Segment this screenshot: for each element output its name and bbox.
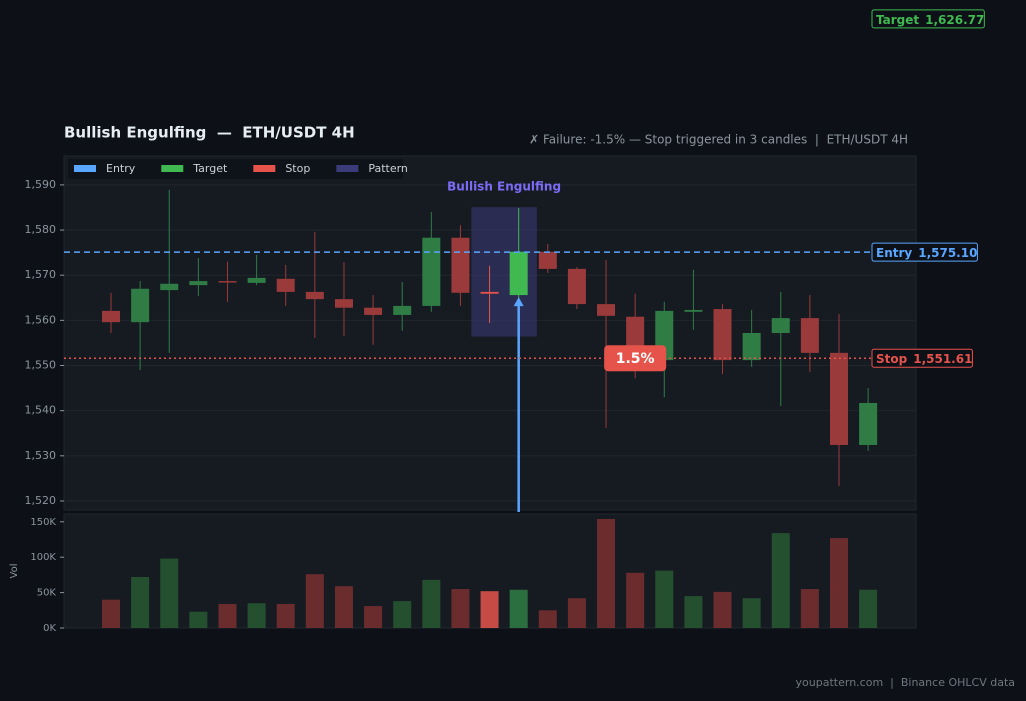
volume-bar xyxy=(422,579,441,628)
volume-bar xyxy=(305,574,324,628)
candle-body xyxy=(830,352,848,445)
level-tag: Entry 1,575.10 xyxy=(871,242,978,262)
level-tag-box xyxy=(871,242,978,262)
chart-title: Bullish Engulfing — ETH/USDT 4H xyxy=(64,124,355,142)
level-name: Entry xyxy=(876,246,912,260)
candle-body xyxy=(742,333,761,361)
volume-bar xyxy=(626,572,645,628)
volume-bar xyxy=(218,603,237,628)
volume-y-tick-label: 150K xyxy=(30,517,56,528)
y-tick-label: 1,580 xyxy=(25,223,57,236)
candle-body xyxy=(189,281,208,286)
legend-label: Entry xyxy=(106,162,136,175)
volume-bar xyxy=(771,533,790,628)
y-tick-label: 1,550 xyxy=(25,359,57,372)
volume-y-tick-label: 0K xyxy=(43,623,56,634)
candle-body xyxy=(480,291,499,294)
level-tag: Target 1,626.77 xyxy=(871,9,985,29)
candle-body xyxy=(713,309,732,361)
candle-body xyxy=(305,291,324,300)
level-value: 1,626.77 xyxy=(925,12,984,26)
legend-swatch xyxy=(253,165,276,172)
volume-bar xyxy=(742,598,761,628)
badge-box xyxy=(604,345,667,372)
candle-body xyxy=(334,299,353,308)
pattern-label: Bullish Engulfing xyxy=(447,179,561,193)
candle-body xyxy=(364,307,383,315)
level-tag-text: Entry 1,575.10 xyxy=(876,246,977,260)
candle-body xyxy=(509,251,528,296)
level-name: Stop xyxy=(876,352,908,366)
candle-body xyxy=(131,288,150,323)
candle-body xyxy=(684,309,703,312)
volume-bar xyxy=(859,589,878,628)
plot-area xyxy=(102,189,878,487)
volume-bar xyxy=(364,606,383,628)
volume-bar xyxy=(102,599,120,628)
volume-y-tick-label: 50K xyxy=(37,588,57,599)
volume-bar xyxy=(567,598,586,628)
candle-body xyxy=(160,283,179,291)
y-tick-label: 1,570 xyxy=(25,268,57,281)
y-tick-label: 1,540 xyxy=(25,404,57,417)
legend-swatch xyxy=(74,165,96,172)
badge: 1.5% xyxy=(616,351,655,367)
y-tick-label: 1,590 xyxy=(25,178,57,191)
volume-y-tick-label: 100K xyxy=(30,552,56,563)
y-tick-label: 1,560 xyxy=(25,313,57,326)
volume-bar xyxy=(276,603,295,628)
candle-body xyxy=(102,310,120,323)
level-value: 1,551.61 xyxy=(913,352,972,366)
legend-label: Target xyxy=(192,162,228,175)
candle-body xyxy=(626,316,645,351)
volume-bar xyxy=(830,538,848,628)
volume-bar xyxy=(597,518,616,628)
volume-bar xyxy=(189,611,208,628)
volume-bar xyxy=(684,596,703,628)
volume-bar xyxy=(538,610,557,628)
legend-label: Stop xyxy=(285,162,310,175)
volume-bar xyxy=(451,589,470,628)
volume-bar xyxy=(480,591,499,628)
candle-body xyxy=(800,318,819,353)
candle-body xyxy=(422,237,441,306)
candle-body xyxy=(859,402,878,445)
volume-bar xyxy=(131,577,150,628)
level-tag-box xyxy=(871,348,973,368)
volume-bar xyxy=(334,586,353,628)
legend-box xyxy=(68,159,403,179)
volume-axis-label: Vol xyxy=(9,564,20,579)
y-tick-label: 1,520 xyxy=(25,494,57,507)
level-tag-text: Target 1,626.77 xyxy=(876,12,984,26)
candle-body xyxy=(393,305,412,315)
footer: youpattern.com | Binance OHLCV data xyxy=(796,676,1015,689)
candle-body xyxy=(771,318,790,333)
volume-bar xyxy=(800,589,819,628)
level-value: 1,575.10 xyxy=(918,246,977,260)
level-tag-text: Stop 1,551.61 xyxy=(876,352,972,366)
legend-label: Pattern xyxy=(368,162,408,175)
volume-bar xyxy=(509,589,528,628)
volume-bar xyxy=(713,591,732,628)
volume-bar xyxy=(247,603,266,628)
candle-body xyxy=(567,268,586,305)
candle-body xyxy=(538,251,557,269)
candle-body xyxy=(597,304,616,316)
volume-bar xyxy=(393,601,412,628)
candle-body xyxy=(218,281,237,283)
candle-body xyxy=(276,278,295,292)
subtitle: ✗ Failure: -1.5% — Stop triggered in 3 c… xyxy=(529,133,908,147)
y-tick-label: 1,530 xyxy=(25,449,57,462)
level-tag: Stop 1,551.61 xyxy=(871,348,973,368)
volume-bar xyxy=(655,570,674,628)
legend-swatch xyxy=(161,165,184,172)
level-tag-box xyxy=(871,9,985,29)
candle-body xyxy=(247,277,266,283)
volume-bar xyxy=(160,558,179,628)
legend-swatch xyxy=(336,165,359,172)
arrow-head xyxy=(513,297,524,307)
level-name: Target xyxy=(876,12,919,26)
candle-body xyxy=(451,237,470,293)
